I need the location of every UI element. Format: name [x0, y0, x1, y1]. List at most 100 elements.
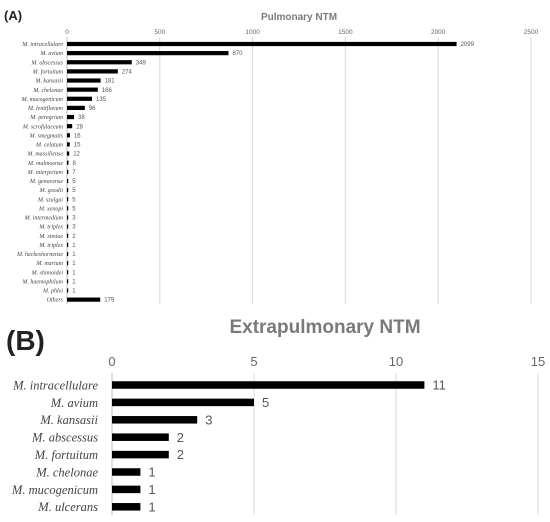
- data-label: 2: [177, 430, 184, 445]
- category-label: M. intermedium: [24, 216, 64, 222]
- bar: [67, 187, 69, 193]
- category-label: M. lentiflavum: [27, 105, 64, 112]
- category-label: M. shimoidei: [31, 270, 64, 276]
- data-label: 5: [72, 206, 76, 212]
- chart-title: Pulmonary NTM: [261, 12, 337, 23]
- bar: [67, 96, 93, 101]
- bar: [67, 78, 101, 83]
- bar: [112, 450, 169, 459]
- data-label: 11: [432, 378, 446, 393]
- category-label: M. xenopi: [38, 206, 63, 212]
- data-label: 28: [76, 124, 83, 130]
- category-label: M. fortuitum: [32, 68, 64, 75]
- data-label: 5: [72, 179, 76, 185]
- data-label: 274: [122, 69, 133, 75]
- bar: [112, 468, 141, 476]
- data-label: 38: [78, 115, 85, 121]
- bar: [67, 261, 69, 266]
- bar: [67, 51, 229, 56]
- data-label: 8: [72, 161, 76, 167]
- panel-label: (B): [6, 325, 45, 356]
- tick-label: 500: [154, 29, 165, 36]
- bar: [67, 160, 69, 165]
- bar: [67, 142, 70, 147]
- category-label: M. chelonae: [32, 88, 63, 94]
- bar: [112, 381, 425, 389]
- data-label: 96: [89, 106, 96, 112]
- tick-label: 15: [531, 354, 545, 369]
- bar: [67, 270, 69, 275]
- data-label: 1: [72, 261, 76, 267]
- tick-label: 2500: [524, 29, 539, 36]
- category-label: M. simiae: [38, 234, 63, 240]
- category-label: M. heckeshornense: [16, 252, 63, 258]
- tick-label: 1000: [245, 29, 260, 36]
- category-label: M. avium: [50, 396, 98, 410]
- tick-label: 5: [250, 354, 257, 369]
- category-label: M. chelonae: [35, 465, 98, 479]
- category-label: M. kansasii: [34, 79, 63, 85]
- data-label: 1: [72, 289, 76, 295]
- bar: [112, 416, 198, 424]
- category-label: M. mucogenicum: [11, 483, 98, 497]
- category-label: M. haemophilum: [21, 279, 63, 285]
- tick-label: 2000: [431, 29, 446, 36]
- bar: [67, 178, 69, 184]
- data-label: 135: [96, 97, 107, 103]
- bar: [67, 279, 69, 284]
- category-label: M. ulcerans: [37, 500, 98, 514]
- bar: [67, 124, 73, 129]
- bar: [67, 251, 69, 257]
- data-label: 5: [72, 188, 76, 194]
- data-label: 1: [72, 243, 76, 249]
- bar: [67, 114, 75, 120]
- panel-label: (A): [4, 8, 22, 23]
- bar: [67, 233, 69, 238]
- category-label: M. peregrium: [29, 115, 63, 121]
- tick-label: 10: [389, 354, 403, 369]
- category-label: M. interjectum: [27, 170, 64, 176]
- data-label: 166: [102, 88, 113, 94]
- category-label: M. marium: [35, 261, 63, 267]
- data-label: 2: [72, 234, 76, 240]
- bar: [112, 485, 141, 494]
- chart-title: Extrapulmonary NTM: [229, 317, 420, 338]
- category-label: M. genavense: [29, 179, 63, 185]
- bar: [67, 169, 69, 174]
- category-label: M. intracellulare: [12, 378, 98, 392]
- data-label: 3: [205, 412, 212, 427]
- category-label: M. abscessus: [30, 60, 63, 66]
- category-label: M. abscessus: [31, 431, 98, 445]
- category-label: M. szulgai: [37, 197, 63, 203]
- bar: [67, 151, 70, 156]
- tick-label: 1500: [338, 29, 353, 36]
- category-label: M. malmoense: [27, 161, 63, 167]
- data-label: 5: [262, 395, 269, 410]
- bar: [67, 197, 69, 202]
- category-label: M. triplex: [38, 225, 63, 231]
- tick-label: 0: [65, 29, 69, 36]
- data-label: 179: [104, 298, 115, 304]
- bar: [112, 398, 254, 407]
- category-label: M. scrofulaceum: [22, 123, 64, 130]
- data-label: 1: [72, 252, 76, 258]
- data-label: 1: [148, 465, 155, 480]
- category-label: M. celatum: [35, 143, 64, 149]
- category-label: M. avium: [39, 51, 63, 57]
- bar: [67, 215, 69, 220]
- bar: [67, 105, 85, 111]
- data-label: 181: [105, 79, 116, 85]
- bar: [67, 87, 98, 92]
- category-label: M. smegmatis: [29, 133, 64, 139]
- category-label: M. triplex: [38, 243, 63, 249]
- data-label: 1: [148, 499, 155, 514]
- bar: [67, 224, 69, 229]
- category-label: M. goodii: [39, 188, 64, 194]
- data-label: 7: [72, 170, 76, 176]
- bar: [67, 206, 69, 211]
- category-label: M. fortuitum: [34, 448, 98, 462]
- panel-a-pulmonary-chart: (A) Pulmonary NTM 0 500 1000 1500 2000 2500 M. i…: [4, 8, 539, 304]
- category-label: M. massiliense: [26, 152, 63, 158]
